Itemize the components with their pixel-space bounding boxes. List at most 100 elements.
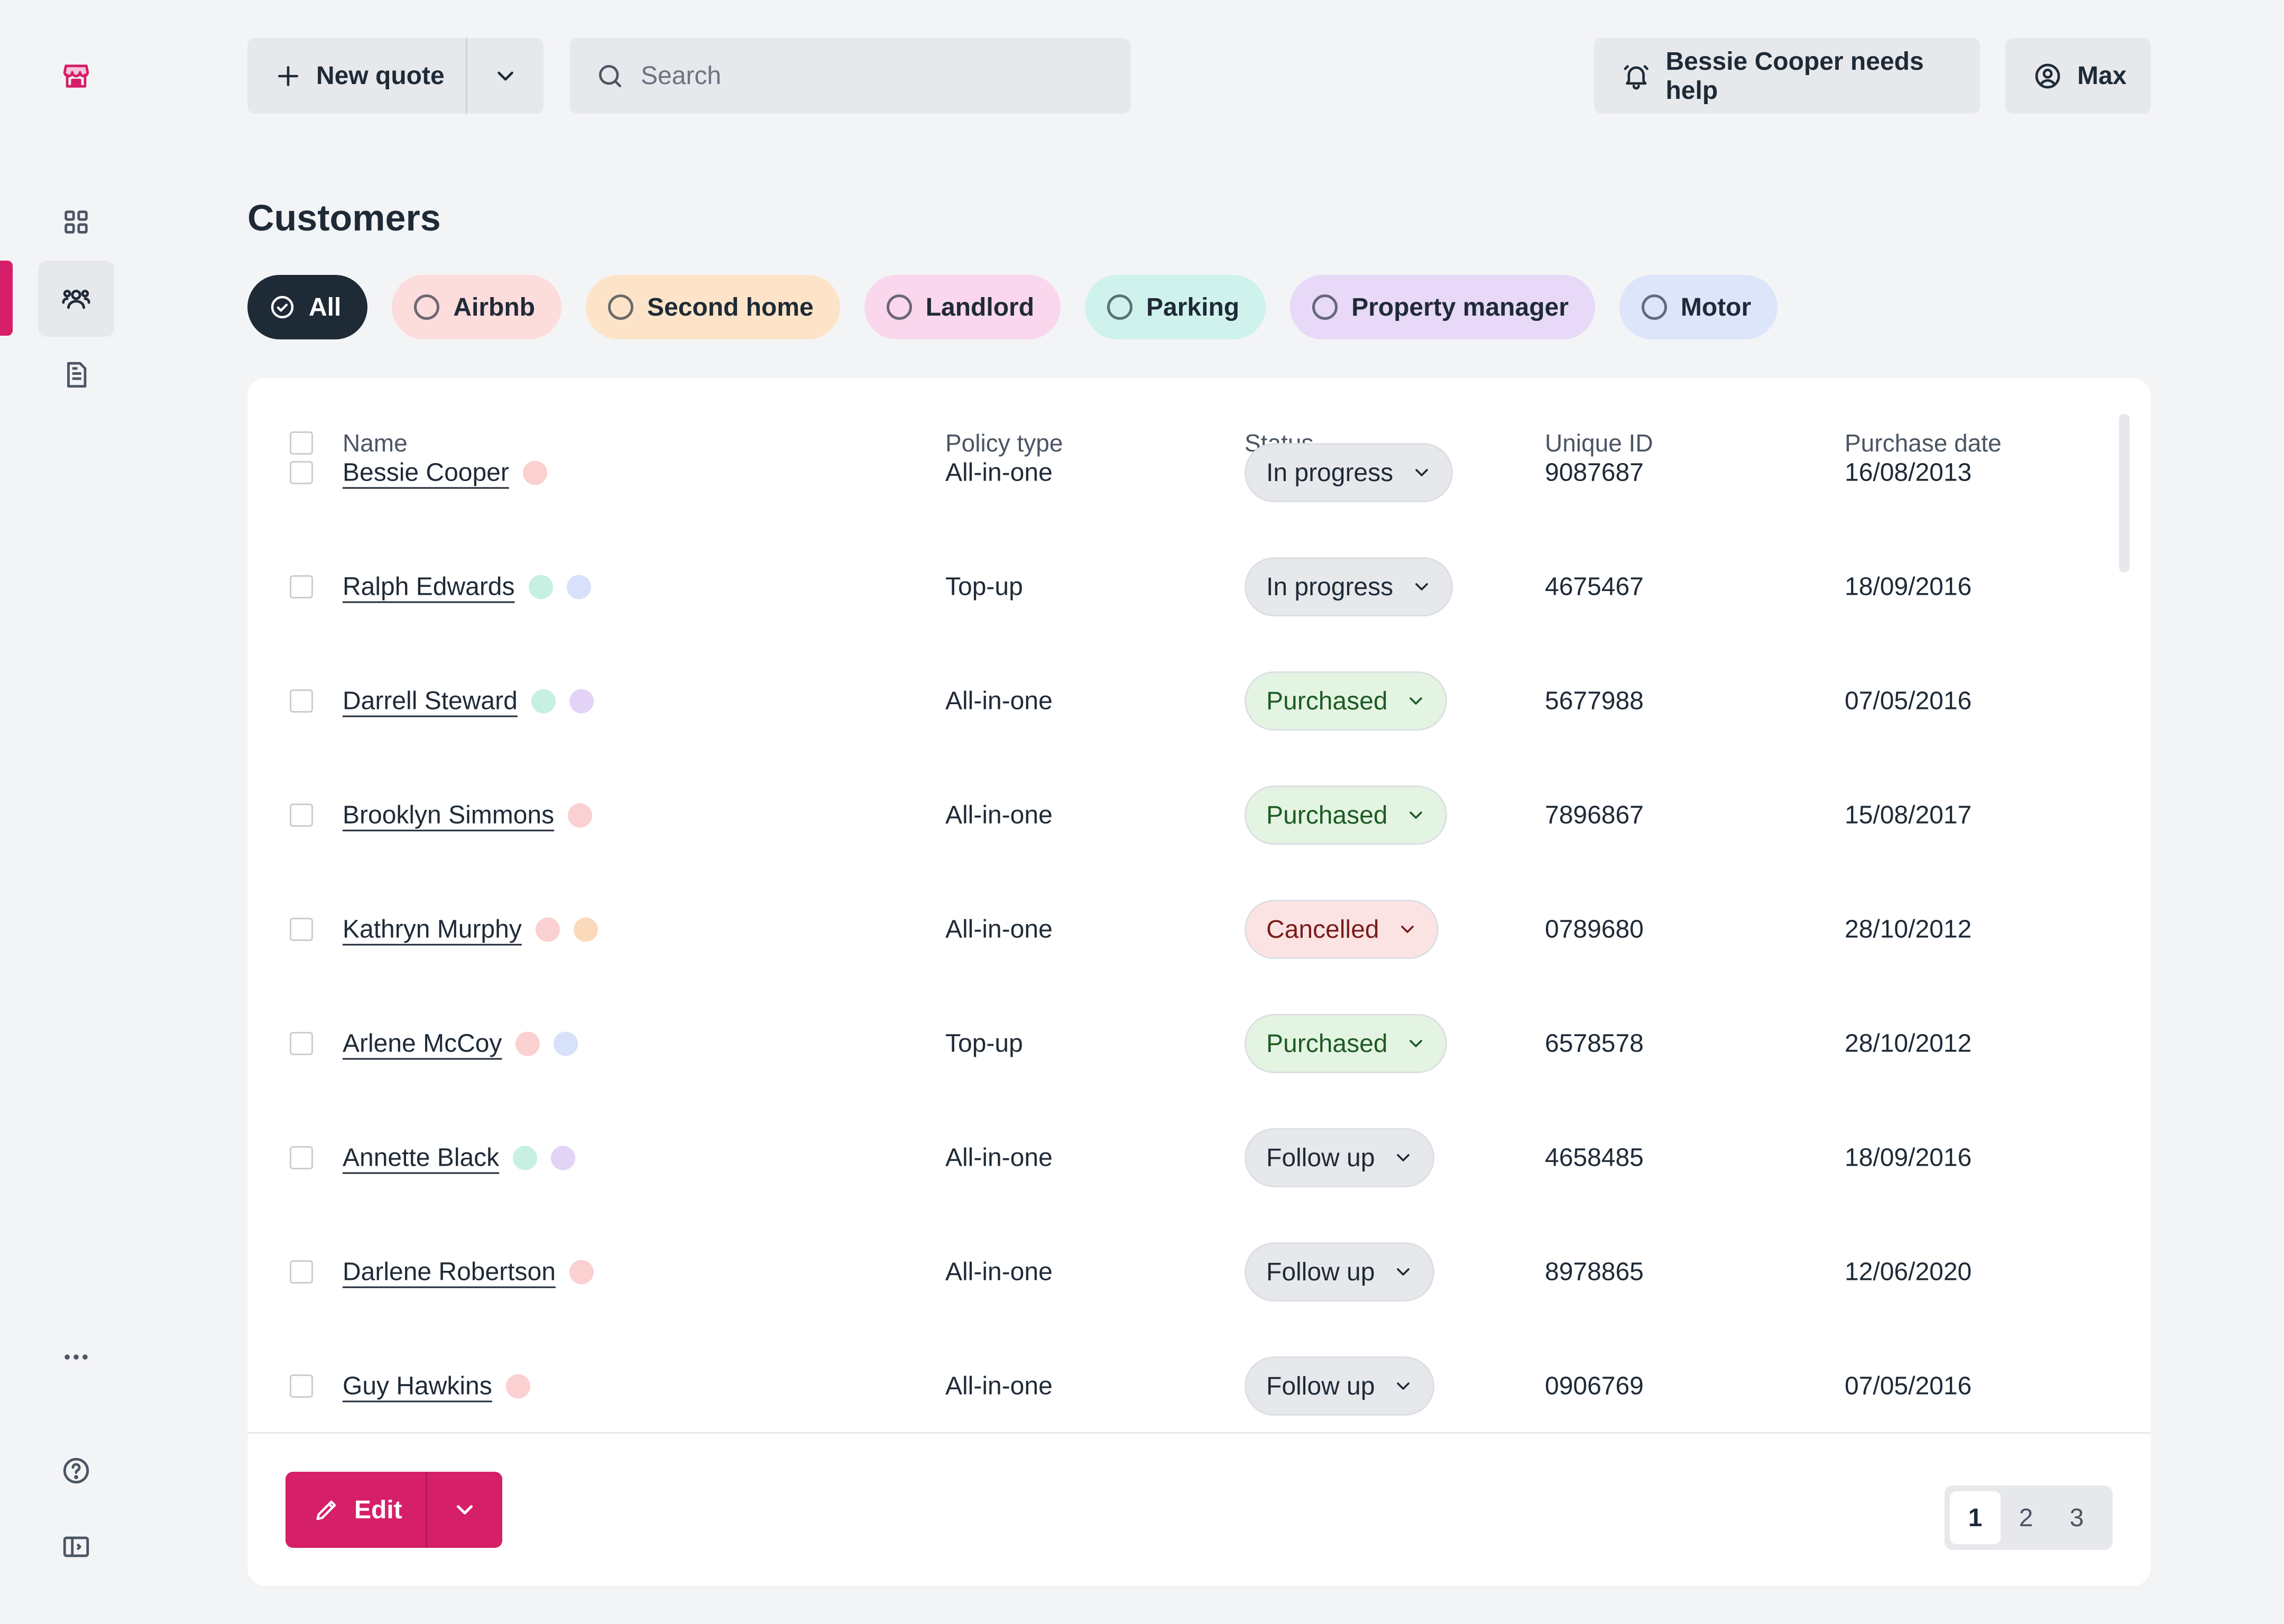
status-dropdown[interactable]: Purchased bbox=[1245, 786, 1448, 845]
status-cell: In progress bbox=[1245, 443, 1453, 502]
column-header-purchase-date[interactable]: Purchase date bbox=[1845, 429, 2002, 457]
status-cell: Purchased bbox=[1245, 1014, 1448, 1073]
status-label: Follow up bbox=[1266, 1372, 1375, 1400]
filter-chip-motor[interactable]: Motor bbox=[1619, 275, 1778, 339]
tag-dot-second-home bbox=[573, 917, 598, 942]
column-header-unique-id[interactable]: Unique ID bbox=[1545, 429, 1653, 457]
row-checkbox-cell bbox=[290, 918, 313, 941]
customer-name-link[interactable]: Darrell Steward bbox=[343, 687, 518, 715]
customer-name-link[interactable]: Kathryn Murphy bbox=[343, 915, 522, 944]
customer-name-link[interactable]: Darlene Robertson bbox=[343, 1258, 556, 1286]
customer-name-link[interactable]: Ralph Edwards bbox=[343, 573, 515, 601]
filter-chip-label: Parking bbox=[1146, 293, 1240, 321]
row-checkbox-cell bbox=[290, 575, 313, 598]
filter-chip-second-home[interactable]: Second home bbox=[585, 275, 840, 339]
select-all-checkbox[interactable] bbox=[290, 431, 313, 455]
row-checkbox[interactable] bbox=[290, 1146, 313, 1169]
table-row: Darlene Robertson All-in-one Follow up 8978… bbox=[247, 1215, 2151, 1329]
status-label: Cancelled bbox=[1266, 915, 1379, 944]
unique-id-cell: 4675467 bbox=[1545, 573, 1644, 601]
row-checkbox[interactable] bbox=[290, 575, 313, 598]
filter-chip-property-manager[interactable]: Property manager bbox=[1290, 275, 1595, 339]
row-checkbox[interactable] bbox=[290, 1260, 313, 1284]
filter-chip-label: Airbnb bbox=[453, 293, 535, 321]
status-dropdown[interactable]: Follow up bbox=[1245, 1357, 1435, 1416]
status-cell: Follow up bbox=[1245, 1128, 1435, 1187]
unique-id-cell: 4658485 bbox=[1545, 1143, 1644, 1172]
customer-name-link[interactable]: Guy Hawkins bbox=[343, 1372, 492, 1400]
filter-chip-landlord[interactable]: Landlord bbox=[864, 275, 1061, 339]
page-button-2[interactable]: 2 bbox=[2019, 1503, 2033, 1532]
pencil-icon bbox=[316, 1500, 336, 1520]
customer-name-link[interactable]: Arlene McCoy bbox=[343, 1029, 502, 1058]
filter-chip-all[interactable]: All bbox=[247, 275, 368, 339]
row-checkbox-cell bbox=[290, 1146, 313, 1169]
status-dropdown[interactable]: Follow up bbox=[1245, 1242, 1435, 1302]
new-quote-label: New quote bbox=[316, 62, 445, 90]
tag-dot-property-manager bbox=[551, 1146, 576, 1170]
row-checkbox[interactable] bbox=[290, 1032, 313, 1055]
row-checkbox[interactable] bbox=[290, 689, 313, 713]
status-dropdown[interactable]: Purchased bbox=[1245, 671, 1448, 731]
status-dropdown[interactable]: In progress bbox=[1245, 443, 1453, 502]
row-checkbox[interactable] bbox=[290, 804, 313, 827]
customer-name-link[interactable]: Bessie Cooper bbox=[343, 458, 509, 487]
sidebar-toggle-icon[interactable] bbox=[38, 1509, 114, 1585]
chevron-down-icon bbox=[1402, 462, 1432, 483]
row-checkbox[interactable] bbox=[290, 461, 313, 484]
purchase-date-cell: 15/08/2017 bbox=[1845, 801, 1972, 829]
policy-type-cell: All-in-one bbox=[945, 1143, 1053, 1172]
status-dropdown[interactable]: Purchased bbox=[1245, 1014, 1448, 1073]
unique-id-cell: 6578578 bbox=[1545, 1029, 1644, 1058]
users-icon[interactable] bbox=[38, 261, 114, 337]
purchase-date-cell: 28/10/2012 bbox=[1845, 1029, 1972, 1058]
row-checkbox[interactable] bbox=[290, 918, 313, 941]
row-checkbox-cell bbox=[290, 689, 313, 713]
row-checkbox-cell bbox=[290, 1374, 313, 1398]
status-dropdown[interactable]: Follow up bbox=[1245, 1128, 1435, 1187]
user-name: Max bbox=[2077, 62, 2127, 90]
grid-icon[interactable] bbox=[38, 184, 114, 260]
new-quote-dropdown-button[interactable] bbox=[467, 38, 544, 114]
page-button-1[interactable]: 1 bbox=[1950, 1491, 2001, 1544]
status-dropdown[interactable]: In progress bbox=[1245, 557, 1453, 616]
unique-id-cell: 7896867 bbox=[1545, 801, 1644, 829]
circle-icon bbox=[414, 294, 440, 320]
name-cell: Darlene Robertson bbox=[343, 1258, 594, 1287]
status-cell: Follow up bbox=[1245, 1357, 1435, 1416]
tag-dot-airbnb bbox=[522, 460, 547, 485]
row-checkbox[interactable] bbox=[290, 1374, 313, 1398]
chevron-down-icon bbox=[1383, 1376, 1414, 1397]
user-menu-button[interactable]: Max bbox=[2005, 38, 2151, 114]
table-scrollbar[interactable] bbox=[2119, 414, 2130, 573]
unique-id-cell: 5677988 bbox=[1545, 687, 1644, 715]
edit-dropdown-button[interactable] bbox=[427, 1497, 502, 1523]
edit-button[interactable]: Edit bbox=[286, 1472, 427, 1548]
column-header-policy-type[interactable]: Policy type bbox=[945, 429, 1063, 457]
help-icon[interactable] bbox=[38, 1433, 114, 1509]
shop-icon[interactable] bbox=[38, 38, 114, 114]
filter-chip-parking[interactable]: Parking bbox=[1085, 275, 1266, 339]
purchase-date-cell: 18/09/2016 bbox=[1845, 1143, 1972, 1172]
notification-button[interactable]: Bessie Cooper needs help bbox=[1594, 38, 1980, 114]
chevron-down-icon bbox=[457, 1505, 473, 1515]
search-input[interactable] bbox=[640, 61, 1116, 91]
filter-chip-airbnb[interactable]: Airbnb bbox=[392, 275, 561, 339]
edit-label: Edit bbox=[354, 1496, 402, 1524]
status-dropdown[interactable]: Cancelled bbox=[1245, 900, 1439, 959]
customers-table-card: Name Policy type Status Unique ID Purcha… bbox=[247, 378, 2151, 1586]
customer-name-link[interactable]: Brooklyn Simmons bbox=[343, 801, 555, 829]
filter-chip-label: Property manager bbox=[1351, 293, 1569, 321]
table-row: Bessie Cooper All-in-one In progress 908768… bbox=[247, 416, 2151, 530]
column-header-name[interactable]: Name bbox=[343, 429, 408, 457]
new-quote-split-button: New quote bbox=[247, 38, 544, 114]
new-quote-button[interactable]: New quote bbox=[247, 38, 467, 114]
policy-type-cell: All-in-one bbox=[945, 1258, 1053, 1286]
customer-name-link[interactable]: Annette Black bbox=[343, 1143, 500, 1172]
name-cell: Arlene McCoy bbox=[343, 1029, 578, 1058]
document-icon[interactable] bbox=[38, 337, 114, 413]
more-icon[interactable] bbox=[38, 1319, 114, 1395]
tag-dot-airbnb bbox=[535, 917, 560, 942]
page-button-3[interactable]: 3 bbox=[2069, 1503, 2084, 1532]
